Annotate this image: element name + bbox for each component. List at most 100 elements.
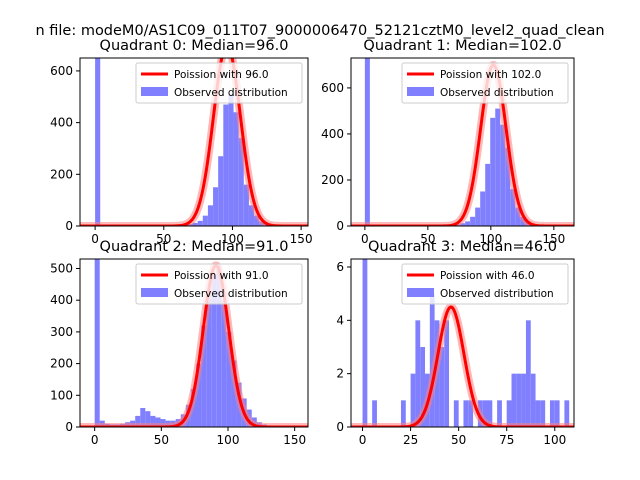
histogram-bar-0 [362,259,368,427]
histogram-bar-25 [223,104,229,226]
axes-frame [79,258,309,428]
histogram-bar-0 [95,58,101,226]
histogram-bar-23 [211,274,217,427]
y-tick-label: 2 [336,367,344,381]
histogram-bar-19 [460,223,466,226]
histogram-bar-16 [487,400,493,427]
poisson-curve [80,58,308,226]
y-tick-label: 100 [50,388,73,402]
histogram-bar-22 [475,207,481,226]
x-tick-label: 50 [156,232,171,246]
panel-title: Quadrant 3: Median=46.0 [368,239,557,255]
y-tick-label: 0 [336,219,344,233]
axes-frame [79,57,309,227]
x-tick-label: 150 [290,232,313,246]
histogram-bar-27 [554,400,560,427]
legend: Poission with 91.0 Observed distribution [135,263,303,305]
legend-label-poisson: Poission with 96.0 [174,69,269,81]
histogram-bar-17 [497,400,502,427]
y-tick-label: 0 [65,420,73,434]
histogram-bar-29 [510,189,516,226]
histogram-bar-7 [429,293,435,427]
histogram-bar-2 [400,400,406,427]
panel-quadrant-0: Quadrant 0: Median=96.0 0 50 100 150 0 200 400 6… [50,38,312,246]
histogram-bar-0 [364,58,370,226]
x-tick-label: 0 [359,433,367,447]
histogram-bar-29 [243,184,249,226]
legend: Poission with 46.0 Observed distribution [401,263,569,305]
histogram-bar-24 [485,163,491,226]
legend-box [401,62,569,104]
y-tick-label: 400 [321,127,344,141]
histogram-bar-11 [453,400,459,427]
x-tick-label: 100 [217,433,240,447]
x-tick-label: 25 [403,433,418,447]
histogram-bar-3 [410,373,416,427]
histogram-bar-18 [506,400,512,427]
legend-box [135,62,303,104]
histogram-bar-25 [540,400,546,427]
histogram-bar-12 [155,417,161,427]
y-tick-label: 600 [321,81,344,95]
histogram-bar-27 [500,124,506,226]
panel-quadrant-1: Quadrant 1: Median=102.0 0 50 100 150 0 200 400… [321,38,575,246]
legend-label-observed: Observed distribution [174,288,288,300]
legend-label-observed: Observed distribution [440,288,554,300]
panel-title: Quadrant 2: Median=91.0 [100,239,289,255]
y-tick-label: 500 [50,262,73,276]
histogram-bar-23 [480,191,486,226]
histogram-bar-27 [231,360,237,427]
x-tick-label: 100 [221,232,244,246]
histogram-bar-23 [530,373,536,427]
y-tick-label: 600 [50,64,73,78]
y-tick-label: 200 [50,167,73,181]
histogram-bar-0 [94,259,100,427]
legend-patch-swatch [407,288,434,297]
axes-frame [350,258,575,428]
histogram-bar-15 [482,400,488,427]
histogram-bar-10 [444,320,450,427]
histogram-bar-22 [207,205,214,226]
histogram-bar-26 [226,331,232,427]
legend-box [401,263,569,305]
y-tick-label: 4 [336,313,344,327]
histogram-bar-24 [535,400,541,427]
y-tick-label: 200 [321,173,344,187]
x-tick-label: 75 [499,433,514,447]
poisson-curve [351,305,574,427]
histogram-bar-28 [238,138,244,226]
x-tick-label: 100 [543,433,566,447]
histogram-bar-5 [420,347,426,427]
legend-label-poisson: Poission with 91.0 [174,270,269,282]
histogram-bar-28 [564,400,570,427]
histogram-bar-8 [135,415,141,427]
x-tick-label: 150 [542,232,565,246]
legend-label-observed: Observed distribution [174,87,288,99]
histogram-bar-24 [216,265,222,427]
legend-patch-swatch [141,288,168,297]
legend-box [135,263,303,305]
legend-label-poisson: Poission with 102.0 [440,69,541,81]
histogram-bar-31 [254,215,260,226]
histogram-bar-19 [511,373,517,427]
histogram-bar-22 [206,290,212,427]
histogram-bar-30 [515,207,521,226]
legend: Poission with 102.0 Observed distribution [401,62,569,104]
histogram-bar-22 [525,320,531,427]
histogram-bar-26 [228,94,234,226]
histogram-bar-21 [521,373,526,427]
y-tick-label: 0 [65,219,73,233]
x-tick-label: 0 [91,433,99,447]
y-tick-label: 400 [50,116,73,130]
legend-patch-swatch [407,87,434,96]
histogram-bar-1 [372,400,377,427]
x-tick-label: 50 [420,232,435,246]
histogram-bars [364,58,536,226]
histogram-bar-21 [201,325,207,427]
x-tick-label: 50 [451,433,466,447]
y-tick-label: 0 [336,420,344,434]
histogram-bar-19 [192,222,198,226]
x-tick-label: 150 [283,433,306,447]
panel-title: Quadrant 1: Median=102.0 [363,38,561,54]
histogram-bar-25 [490,117,496,226]
